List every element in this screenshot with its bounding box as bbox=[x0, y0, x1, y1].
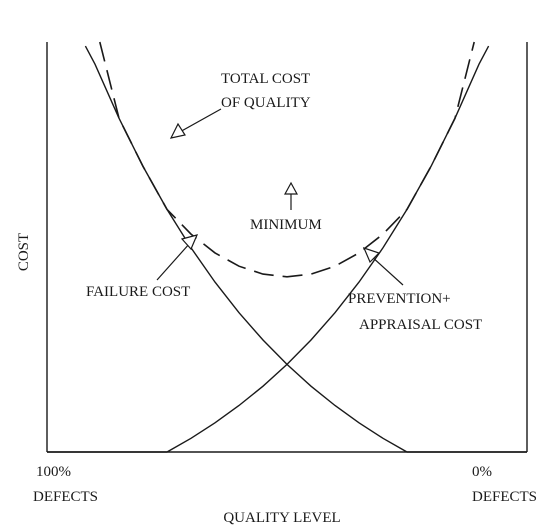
total-cost-arrow bbox=[169, 108, 222, 139]
total-cost-label-line-2: OF QUALITY bbox=[221, 95, 311, 111]
x-axis-title: QUALITY LEVEL bbox=[223, 510, 340, 526]
prevention-cost-label-line-2: APPRAISAL COST bbox=[359, 317, 482, 333]
y-axis-title: COST bbox=[16, 233, 32, 271]
failure-cost-label: FAILURE COST bbox=[86, 284, 190, 300]
prevention-cost-label-line-1: PREVENTION+ bbox=[348, 291, 451, 307]
x-tick-left-line-2: DEFECTS bbox=[33, 489, 98, 505]
x-tick-right-line-1: 0% bbox=[472, 464, 492, 480]
minimum-label: MINIMUM bbox=[250, 217, 322, 233]
prevention-cost-arrow bbox=[362, 247, 404, 286]
total-cost-of-quality-curve bbox=[99, 41, 475, 278]
failure-cost-curve bbox=[84, 45, 527, 453]
failure-cost-arrow bbox=[156, 234, 199, 281]
x-tick-right-line-2: DEFECTS bbox=[472, 489, 537, 505]
total-cost-label-line-1: TOTAL COST bbox=[221, 71, 310, 87]
x-tick-left-line-1: 100% bbox=[36, 464, 71, 480]
minimum-arrow bbox=[283, 181, 299, 210]
